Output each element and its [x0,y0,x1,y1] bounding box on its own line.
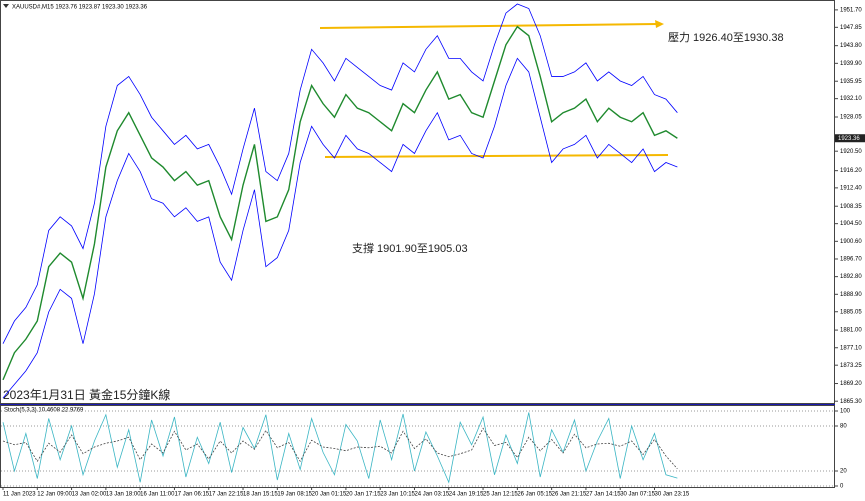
x-tick-label: 20 Jan 17:15 [346,492,381,498]
x-tick-label: 13 Jan 02:00 [72,492,107,498]
x-tick-label: 30 Jan 07:15 [620,492,655,498]
y-tick-label: 1951.70 [840,7,862,13]
y-tick-label: 1904.50 [840,221,862,227]
y-tick-label: 1869.20 [840,381,862,387]
stoch-title: Stoch(5,3,3) 10.4608 22.9769 [4,408,84,414]
y-tick-label: 1920.50 [840,149,862,155]
y-tick-label: 1873.25 [840,363,862,369]
main-panel [0,0,835,404]
y-tick-label: 1947.85 [840,25,862,31]
x-tick-label: 26 Jan 21:15 [552,492,587,498]
menu-icon [3,4,9,8]
support-note: 支撐 1901.90至1905.03 [352,241,468,255]
y-tick-label: 1877.10 [840,345,862,351]
y-tick-label: 1908.35 [840,204,862,210]
y-tick-label: 1900.60 [840,239,862,245]
x-tick-label: 30 Jan 23:15 [655,492,690,498]
y-tick-label: 1892.80 [840,274,862,280]
resistance-line [319,23,659,29]
y-tick-label: 1928.05 [840,115,862,121]
resistance-note: 壓力 1926.40至1930.38 [668,31,784,44]
chart-title: XAUUSD#,M15 1923.76 1923.87 1923.30 1923… [12,5,148,11]
x-tick-label: 27 Jan 14:15 [586,492,621,498]
y-tick-label: 1912.40 [840,185,862,191]
x-tick-label: 11 Jan 2023 [3,492,36,498]
last-price-box [835,134,865,143]
last-price-label: 1923.36 [838,136,860,142]
band-line [2,57,678,399]
x-tick-label: 20 Jan 01:15 [312,492,347,498]
y-tick-label: 0 [840,484,844,490]
y-tick-label: 20 [840,469,847,475]
y-tick-label: 1885.05 [840,309,862,315]
x-tick-label: 13 Jan 18:00 [106,492,141,498]
y-tick-label: 1935.95 [840,79,862,85]
x-tick-label: 18 Jan 15:15 [243,492,278,498]
caption: 2023年1月31日 黃金15分鐘K線 [3,387,170,402]
x-tick-label: 19 Jan 08:15 [277,492,312,498]
y-tick-label: 80 [840,424,847,430]
x-tick-label: 16 Jan 11:00 [140,492,175,498]
support-line [324,154,669,158]
x-tick-label: 17 Jan 06:15 [174,492,209,498]
stoch-line [2,427,678,470]
y-tick-label: 1939.90 [840,61,862,67]
x-tick-label: 26 Jan 05:15 [517,492,552,498]
stoch-line [2,412,678,484]
y-tick-label: 1865.30 [840,399,862,405]
y-tick-label: 1916.20 [840,168,862,174]
x-tick-label: 23 Jan 10:15 [380,492,415,498]
y-tick-label: 1932.10 [840,96,862,102]
x-tick-label: 12 Jan 09:00 [37,492,72,498]
y-tick-label: 100 [840,409,851,415]
y-tick-label: 1943.80 [840,43,862,49]
x-tick-label: 17 Jan 22:15 [209,492,244,498]
stoch-panel [0,405,835,488]
y-tick-label: 1888.90 [840,292,862,298]
x-tick-label: 25 Jan 12:15 [483,492,518,498]
band-line [2,3,678,344]
y-tick-label: 1896.70 [840,257,862,263]
x-tick-label: 24 Jan 19:15 [449,492,484,498]
price-line [2,25,678,381]
x-tick-label: 24 Jan 03:15 [414,492,449,498]
y-tick-label: 1881.00 [840,328,862,334]
resistance-arrow [655,20,664,28]
